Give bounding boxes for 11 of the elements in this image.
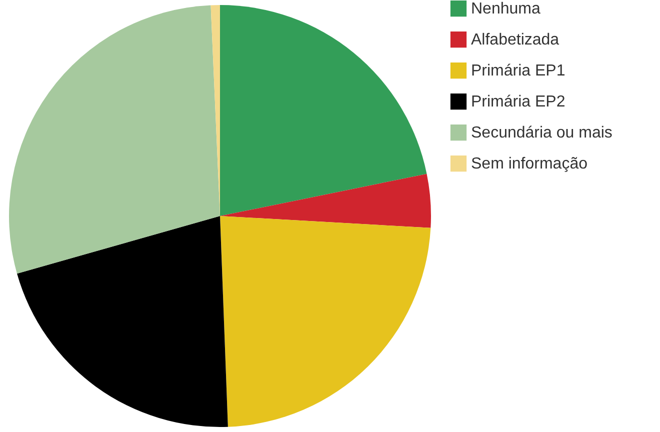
- legend-label: Primária EP1: [471, 62, 566, 80]
- pie-slice: [17, 216, 228, 427]
- legend-label: Sem informação: [471, 156, 588, 172]
- legend-label: Secundária ou mais: [471, 124, 612, 142]
- legend-label: Alfabetizada: [471, 32, 560, 48]
- legend-label: Nenhuma: [471, 0, 540, 18]
- pie-slice: [9, 5, 220, 274]
- pie-slice: [220, 5, 427, 216]
- pie-slice: [220, 216, 431, 427]
- pie-slice: [220, 174, 431, 228]
- legend-label: Primária EP2: [471, 94, 566, 110]
